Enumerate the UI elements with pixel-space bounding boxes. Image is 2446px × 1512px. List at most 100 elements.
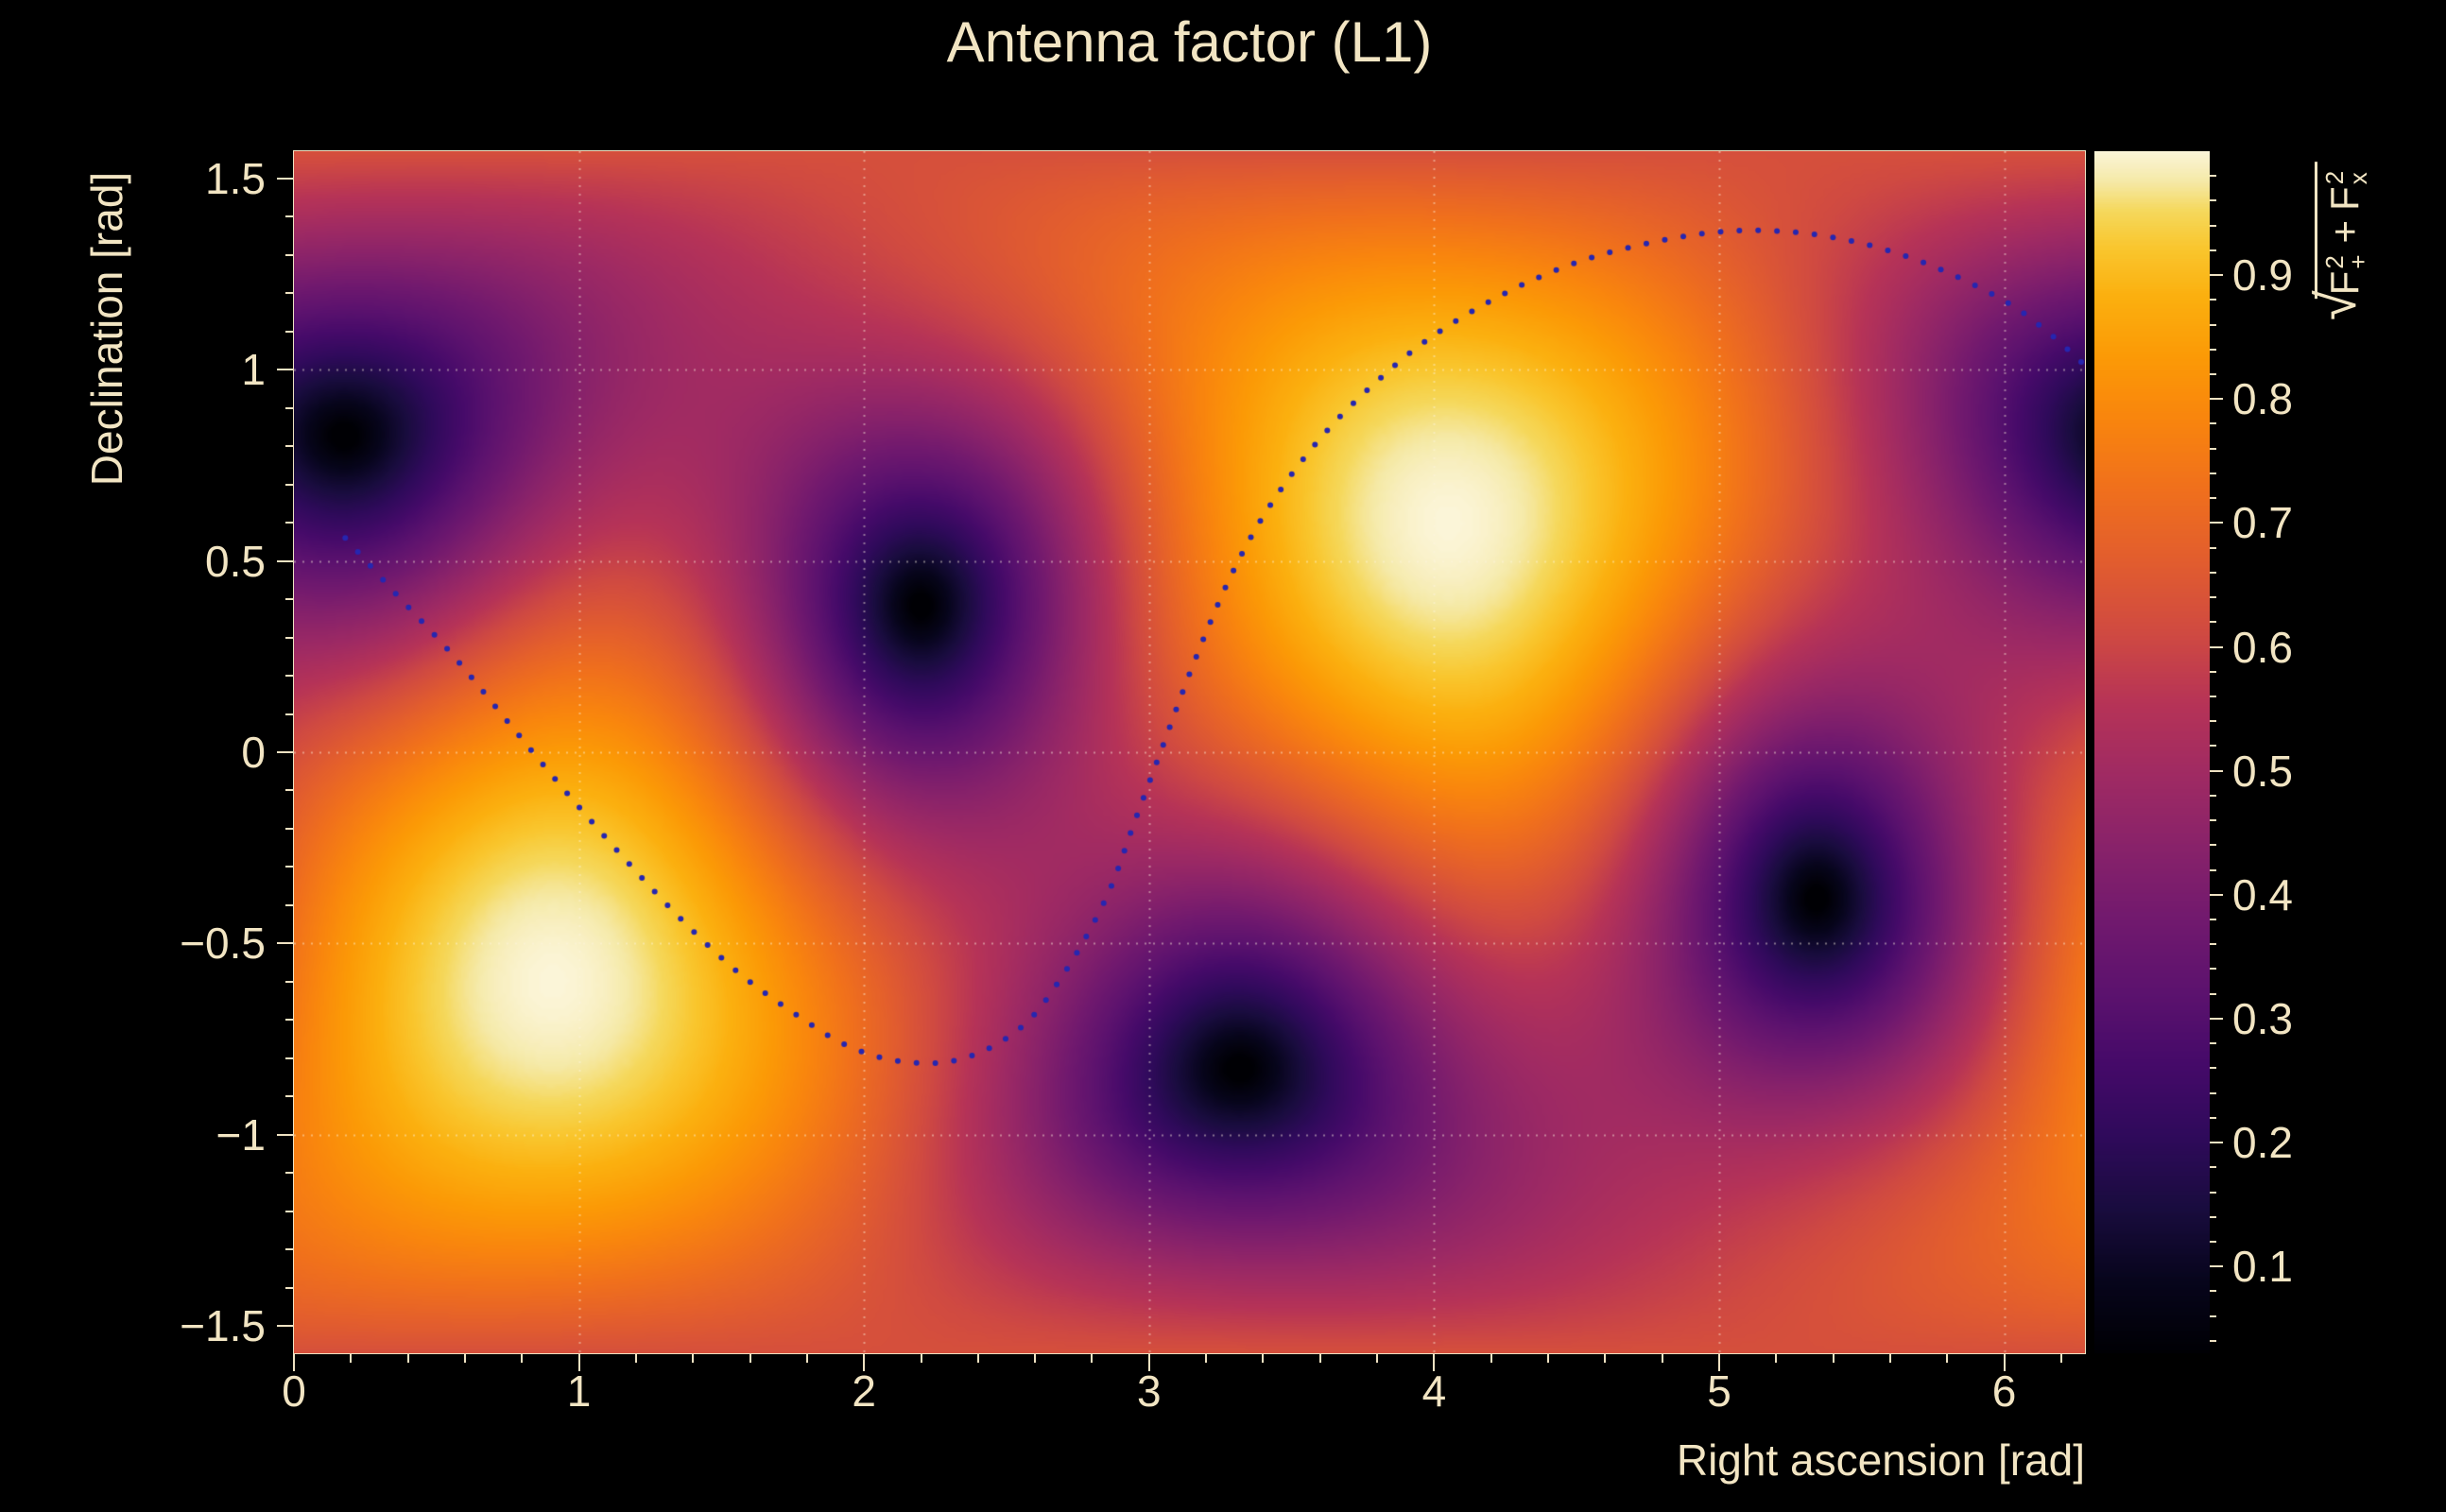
x-minor-tick xyxy=(463,1354,466,1363)
y-minor-tick xyxy=(285,636,294,639)
x-major-tick xyxy=(2003,1354,2006,1371)
colorbar xyxy=(2094,151,2210,1353)
x-minor-tick xyxy=(1091,1354,1094,1363)
colorbar-minor-tick xyxy=(2210,1042,2216,1045)
colorbar-minor-tick xyxy=(2210,1314,2216,1317)
colorbar-tick-label: 0.7 xyxy=(2232,498,2293,548)
y-minor-tick xyxy=(285,1172,294,1175)
colorbar-minor-tick xyxy=(2210,546,2216,549)
y-minor-tick xyxy=(285,522,294,524)
x-minor-tick xyxy=(1376,1354,1379,1363)
colorbar-minor-tick xyxy=(2210,571,2216,574)
x-tick-label: 4 xyxy=(1421,1366,1447,1416)
x-minor-tick xyxy=(1034,1354,1037,1363)
x-tick-label: 6 xyxy=(1991,1366,2017,1416)
f-cross-base: F xyxy=(2321,186,2367,211)
x-major-tick xyxy=(1433,1354,1436,1371)
colorbar-minor-tick xyxy=(2210,348,2216,351)
colorbar-minor-tick xyxy=(2210,472,2216,474)
x-major-tick xyxy=(863,1354,866,1371)
y-minor-tick xyxy=(285,1095,294,1098)
y-minor-tick xyxy=(285,445,294,448)
colorbar-minor-tick xyxy=(2210,1116,2216,1119)
heatmap-canvas xyxy=(294,151,2085,1353)
y-tick-label: 0.5 xyxy=(205,536,266,586)
y-minor-tick xyxy=(285,980,294,983)
y-major-tick xyxy=(277,369,294,371)
colorbar-minor-tick xyxy=(2210,175,2216,178)
y-minor-tick xyxy=(285,1286,294,1289)
x-minor-tick xyxy=(1775,1354,1778,1363)
colorbar-minor-tick xyxy=(2210,1067,2216,1070)
x-minor-tick xyxy=(1661,1354,1663,1363)
y-minor-tick xyxy=(285,292,294,295)
colorbar-tick-label: 0.3 xyxy=(2232,993,2293,1043)
x-major-tick xyxy=(1717,1354,1720,1371)
colorbar-minor-tick xyxy=(2210,1215,2216,1218)
x-tick-label: 0 xyxy=(282,1366,306,1416)
y-major-tick xyxy=(277,177,294,180)
colorbar-minor-tick xyxy=(2210,447,2216,450)
sqrt-sign: √ xyxy=(2306,290,2368,321)
f-plus-scripts: 2 + xyxy=(2320,254,2372,269)
x-minor-tick xyxy=(1888,1354,1891,1363)
colorbar-minor-tick xyxy=(2210,1240,2216,1243)
y-tick-label: −1 xyxy=(215,1109,266,1160)
colorbar-minor-tick xyxy=(2210,1166,2216,1169)
y-minor-tick xyxy=(285,866,294,868)
y-minor-tick xyxy=(285,330,294,333)
colorbar-minor-tick xyxy=(2210,1339,2216,1342)
y-minor-tick xyxy=(285,1248,294,1251)
y-minor-tick xyxy=(285,903,294,906)
colorbar-minor-tick xyxy=(2210,670,2216,673)
y-minor-tick xyxy=(285,1019,294,1022)
colorbar-minor-tick xyxy=(2210,621,2216,624)
x-minor-tick xyxy=(749,1354,751,1363)
colorbar-minor-tick xyxy=(2210,745,2216,747)
colorbar-minor-tick xyxy=(2210,299,2216,301)
x-tick-label: 3 xyxy=(1136,1366,1162,1416)
x-minor-tick xyxy=(1205,1354,1208,1363)
colorbar-minor-tick xyxy=(2210,373,2216,376)
colorbar-minor-tick xyxy=(2210,868,2216,871)
plot-area xyxy=(293,150,2086,1354)
y-minor-tick xyxy=(285,598,294,601)
colorbar-minor-tick xyxy=(2210,720,2216,723)
x-minor-tick xyxy=(920,1354,922,1363)
colorbar-major-tick xyxy=(2210,893,2223,896)
colorbar-major-tick xyxy=(2210,769,2223,772)
y-major-tick xyxy=(277,751,294,753)
y-major-tick xyxy=(277,1133,294,1136)
colorbar-title-radicand: F 2 + + F 2 x xyxy=(2314,161,2372,300)
x-tick-label: 5 xyxy=(1707,1366,1731,1416)
colorbar-minor-tick xyxy=(2210,794,2216,797)
y-axis-title: Declination [rad] xyxy=(82,171,131,487)
y-tick-label: −1.5 xyxy=(180,1301,266,1351)
x-minor-tick xyxy=(406,1354,409,1363)
plus-operator: + xyxy=(2321,219,2367,244)
colorbar-canvas xyxy=(2094,151,2210,1353)
y-tick-label: 0 xyxy=(241,728,266,777)
x-minor-tick xyxy=(1318,1354,1321,1363)
f-plus-subscript: + xyxy=(2343,254,2372,269)
chart-title: Antenna factor (L1) xyxy=(946,10,1433,74)
colorbar-title: √ F 2 + + F 2 x xyxy=(2306,161,2372,320)
colorbar-minor-tick xyxy=(2210,968,2216,971)
colorbar-minor-tick xyxy=(2210,1191,2216,1194)
colorbar-tick-label: 0.4 xyxy=(2232,869,2293,919)
colorbar-major-tick xyxy=(2210,1265,2223,1268)
colorbar-minor-tick xyxy=(2210,224,2216,227)
colorbar-minor-tick xyxy=(2210,819,2216,822)
x-axis-title: Right ascension [rad] xyxy=(1676,1435,2085,1485)
colorbar-minor-tick xyxy=(2210,1091,2216,1094)
x-minor-tick xyxy=(1262,1354,1265,1363)
colorbar-minor-tick xyxy=(2210,1290,2216,1293)
colorbar-minor-tick xyxy=(2210,695,2216,697)
x-tick-label: 1 xyxy=(566,1366,592,1416)
f-cross-subscript: x xyxy=(2343,172,2372,185)
x-major-tick xyxy=(1147,1354,1150,1371)
y-minor-tick xyxy=(285,675,294,678)
colorbar-minor-tick xyxy=(2210,497,2216,500)
f-cross-scripts: 2 x xyxy=(2320,171,2372,185)
